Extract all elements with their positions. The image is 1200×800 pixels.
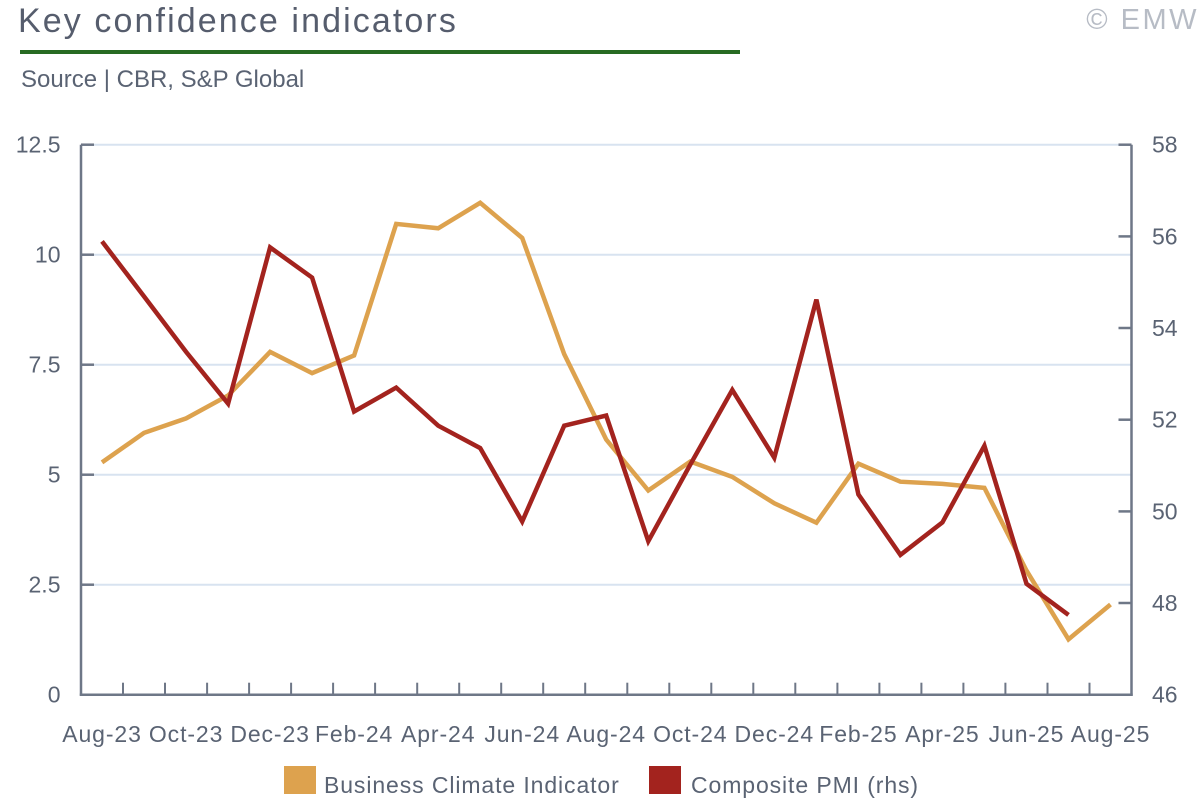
svg-text:Apr-25: Apr-25 bbox=[905, 721, 979, 747]
svg-text:12.5: 12.5 bbox=[16, 132, 61, 158]
svg-text:Oct-23: Oct-23 bbox=[149, 721, 223, 747]
svg-text:Feb-24: Feb-24 bbox=[315, 721, 393, 747]
svg-text:Aug-23: Aug-23 bbox=[62, 721, 142, 747]
svg-text:Feb-25: Feb-25 bbox=[819, 721, 897, 747]
svg-text:58: 58 bbox=[1152, 132, 1178, 158]
svg-text:0: 0 bbox=[48, 682, 61, 708]
svg-text:7.5: 7.5 bbox=[29, 352, 61, 378]
svg-text:52: 52 bbox=[1152, 407, 1178, 433]
svg-text:Jun-24: Jun-24 bbox=[484, 721, 560, 747]
svg-text:46: 46 bbox=[1152, 682, 1178, 708]
svg-text:5: 5 bbox=[48, 462, 61, 488]
svg-text:56: 56 bbox=[1152, 223, 1178, 249]
svg-text:Dec-23: Dec-23 bbox=[230, 721, 310, 747]
svg-text:2.5: 2.5 bbox=[29, 572, 61, 598]
svg-text:48: 48 bbox=[1152, 590, 1178, 616]
svg-text:Apr-24: Apr-24 bbox=[401, 721, 475, 747]
svg-text:Oct-24: Oct-24 bbox=[653, 721, 727, 747]
svg-text:10: 10 bbox=[35, 242, 61, 268]
svg-text:Aug-25: Aug-25 bbox=[1071, 721, 1151, 747]
svg-text:Jun-25: Jun-25 bbox=[989, 721, 1065, 747]
svg-text:Dec-24: Dec-24 bbox=[735, 721, 815, 747]
svg-text:Aug-24: Aug-24 bbox=[566, 721, 646, 747]
svg-text:50: 50 bbox=[1152, 498, 1178, 524]
svg-text:54: 54 bbox=[1152, 315, 1178, 341]
svg-text:Business Climate Indicator: Business Climate Indicator bbox=[324, 772, 620, 798]
svg-text:Composite PMI (rhs): Composite PMI (rhs) bbox=[691, 772, 919, 798]
